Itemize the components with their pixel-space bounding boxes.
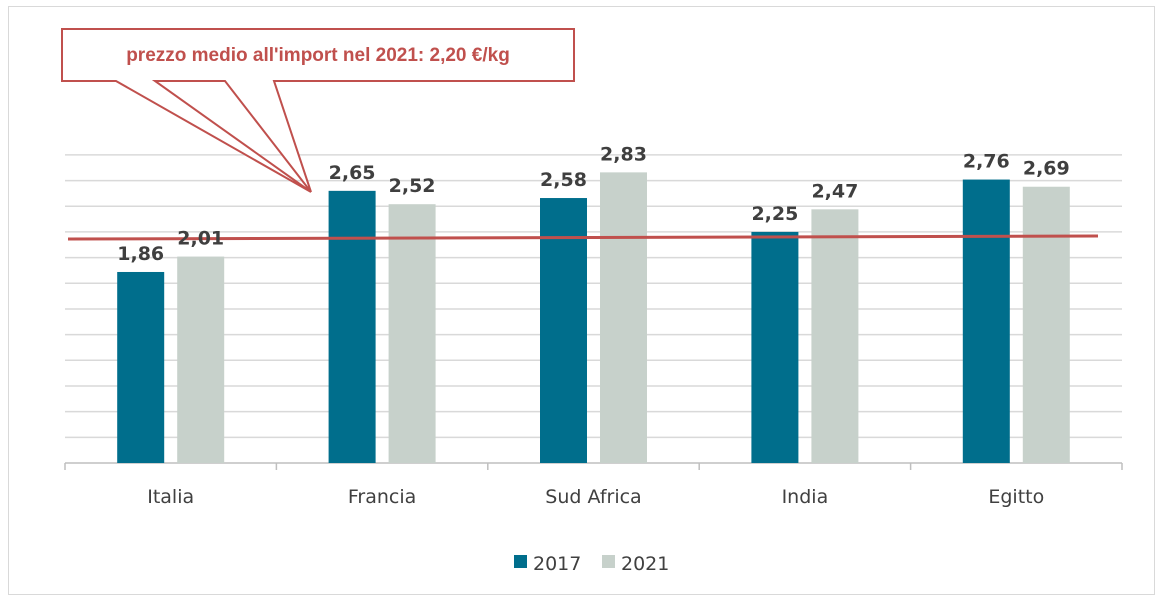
value-labels: 1,86 2,65 2,58 2,25 2,76 2,01 2,52 2,83 2,47 2,69 bbox=[117, 143, 1069, 265]
data-label: 2,65 bbox=[329, 162, 376, 184]
bar-2021-italia bbox=[177, 256, 225, 463]
category-label: Italia bbox=[147, 486, 194, 508]
bars bbox=[117, 172, 1070, 464]
x-axis bbox=[64, 462, 1123, 470]
bar-2017-india bbox=[751, 231, 799, 463]
legend: 2017 2021 bbox=[514, 553, 669, 575]
bar-2017-italia bbox=[117, 271, 165, 463]
legend-label-2017: 2017 bbox=[533, 553, 581, 575]
category-label: India bbox=[782, 486, 829, 508]
data-label: 2,83 bbox=[600, 143, 647, 165]
bar-2021-sud-africa bbox=[600, 172, 647, 463]
data-label: 2,76 bbox=[963, 151, 1010, 173]
bar-2021-india bbox=[811, 209, 859, 463]
gridlines bbox=[65, 154, 1122, 439]
data-label: 2,52 bbox=[389, 175, 436, 197]
bar-2017-egitto bbox=[962, 179, 1010, 463]
chart-frame bbox=[8, 6, 1155, 595]
annotation-callout: prezzo medio all'import nel 2021: 2,20 €… bbox=[61, 28, 575, 193]
data-label: 2,69 bbox=[1023, 158, 1070, 180]
data-label: 2,25 bbox=[751, 203, 798, 225]
legend-label-2021: 2021 bbox=[621, 553, 669, 575]
bar-2017-sud-africa bbox=[540, 198, 587, 463]
data-label: 2,58 bbox=[540, 169, 587, 191]
bar-2017-francia bbox=[328, 190, 376, 463]
annotation-callout-shape bbox=[61, 28, 575, 193]
bar-2021-francia bbox=[388, 204, 436, 464]
data-label: 2,47 bbox=[811, 180, 858, 202]
category-label: Sud Africa bbox=[545, 486, 641, 508]
data-label: 2,01 bbox=[177, 228, 224, 250]
data-label: 1,86 bbox=[117, 243, 164, 265]
reference-line bbox=[67, 234, 1099, 241]
category-label: Egitto bbox=[988, 486, 1044, 508]
category-labels: Italia Francia Sud Africa India Egitto bbox=[147, 486, 1044, 508]
bar-2021-egitto bbox=[1022, 186, 1070, 463]
legend-swatch-2021 bbox=[602, 555, 615, 568]
annotation-text: prezzo medio all'import nel 2021: 2,20 €… bbox=[126, 45, 510, 66]
reference-line-group bbox=[67, 234, 1099, 241]
category-label: Francia bbox=[348, 486, 416, 508]
legend-swatch-2017 bbox=[514, 555, 527, 568]
